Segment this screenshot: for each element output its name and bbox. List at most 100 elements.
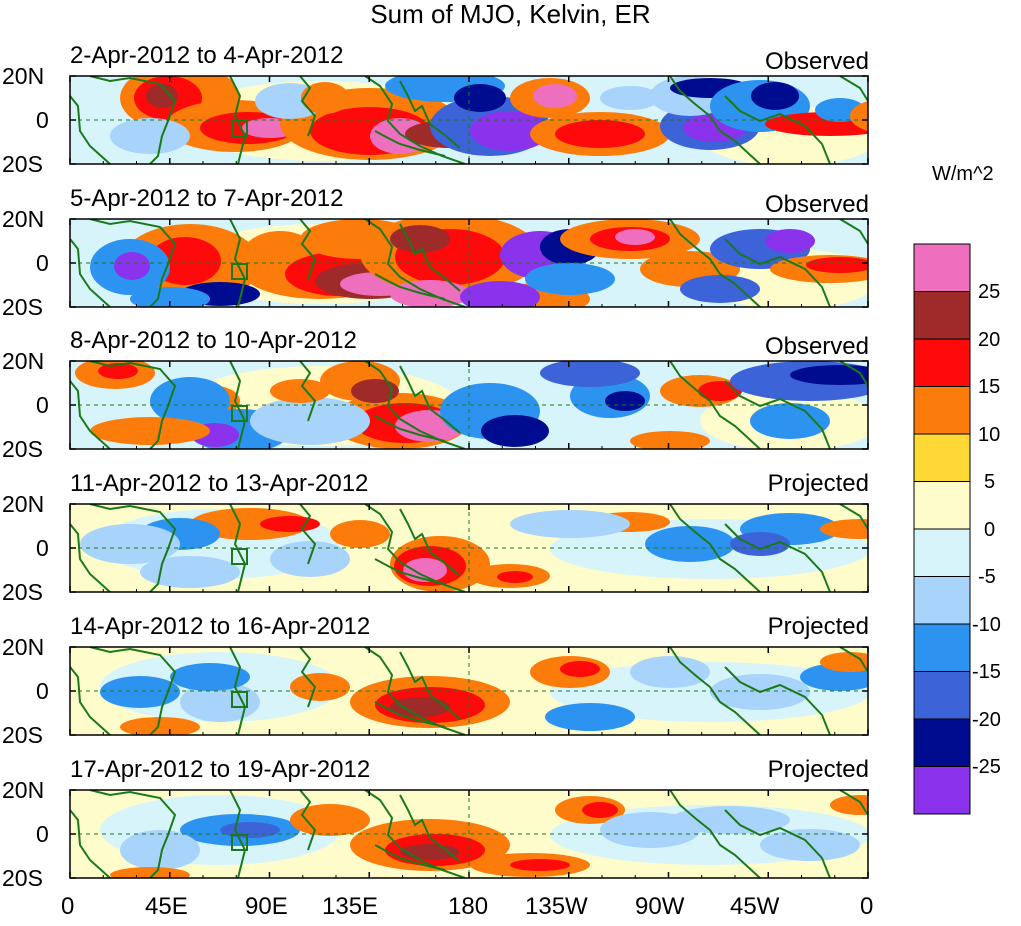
coastline [89, 647, 177, 735]
lon-label-90e: 90E [245, 893, 288, 920]
field-contour [140, 556, 240, 588]
colorbar-label: 15 [978, 376, 1001, 398]
colorbar-swatch [913, 481, 971, 530]
panel-4-title: 11-Apr-2012 to 13-Apr-2012 [70, 470, 369, 497]
field-contour [582, 802, 618, 818]
field-contour [120, 830, 200, 870]
field-contour [460, 281, 540, 307]
field-contour [470, 111, 550, 151]
field-contour [250, 397, 370, 445]
field-contour [510, 510, 630, 538]
lat-label-20s: 20S [2, 294, 43, 320]
coastline [89, 76, 177, 164]
colorbar-swatch [913, 718, 971, 767]
map-panel-5 [69, 646, 869, 736]
field-contour [820, 652, 868, 672]
field-contour [630, 431, 710, 449]
field-contour [850, 100, 868, 132]
lat-label-eq: 0 [36, 535, 49, 561]
field-contour [146, 84, 178, 108]
lon-label-180: 180 [448, 893, 489, 920]
colorbar-label: -15 [972, 661, 1001, 683]
coastline [70, 809, 111, 878]
lat-label-20s: 20S [2, 865, 43, 891]
panel-6-title: 17-Apr-2012 to 19-Apr-2012 [70, 756, 371, 783]
lat-label-20s: 20S [2, 436, 43, 462]
field-contour [110, 118, 190, 154]
field-contour [540, 361, 640, 387]
coastline [374, 415, 446, 442]
map-panel-1 [69, 75, 869, 165]
coastline [724, 380, 831, 449]
lat-label-20n: 20N [2, 634, 45, 660]
colorbar-swatch [913, 576, 971, 625]
coastline [70, 95, 111, 164]
coastline [669, 504, 761, 592]
panel-5-title: 14-Apr-2012 to 16-Apr-2012 [70, 613, 371, 640]
field-contour [120, 717, 200, 735]
coastline [724, 666, 831, 735]
field-contour [400, 844, 460, 860]
panel-2-tag: Observed [764, 191, 869, 218]
colorbar-swatch [913, 338, 971, 387]
coastline [399, 508, 461, 577]
field-contour [630, 656, 710, 688]
field-contour [260, 516, 320, 532]
lat-label-eq: 0 [36, 678, 49, 704]
lat-label-20n: 20N [2, 63, 45, 89]
coastline [229, 647, 247, 735]
coastline [229, 219, 247, 307]
colorbar-label: -5 [978, 566, 996, 588]
region-box [231, 120, 248, 137]
coastline [669, 790, 761, 878]
region-box [231, 548, 248, 565]
field-contour [454, 84, 506, 112]
lat-label-eq: 0 [36, 821, 49, 847]
lat-label-20n: 20N [2, 206, 45, 232]
panel-1-tag: Observed [764, 48, 869, 75]
field-contour [680, 275, 760, 303]
map-panel-4 [69, 503, 869, 593]
field-contour [806, 257, 868, 273]
coastline [724, 523, 831, 592]
lon-label-0: 0 [61, 893, 75, 920]
coastline [399, 223, 461, 292]
coastline [839, 361, 868, 387]
field-contour [510, 859, 570, 871]
coastline [669, 219, 761, 307]
coastline [839, 790, 868, 816]
field-contour [390, 697, 450, 717]
panel-1-title: 2-Apr-2012 to 4-Apr-2012 [70, 42, 344, 69]
panel-5-tag: Projected [767, 613, 869, 640]
field-contour [525, 263, 615, 295]
coastline [299, 647, 317, 708]
field-contour [820, 519, 868, 539]
lon-label-0-end: 0 [860, 893, 874, 920]
field-contour [170, 663, 250, 691]
colorbar-label: 20 [978, 329, 1001, 351]
coastline [839, 219, 868, 245]
field-contour [615, 229, 655, 245]
lat-label-20s: 20S [2, 722, 43, 748]
colorbar-label: 25 [978, 281, 1001, 303]
coastline [229, 790, 247, 878]
field-contour [497, 571, 533, 583]
map-panel-2 [69, 218, 869, 308]
coastline [724, 95, 831, 164]
panel-2-title: 5-Apr-2012 to 7-Apr-2012 [70, 185, 344, 212]
coastline [89, 361, 177, 449]
colorbar-label: 5 [984, 471, 996, 493]
lon-label-135w: 135W [525, 893, 588, 920]
coastline [374, 273, 446, 300]
panel-4-tag: Projected [767, 470, 869, 497]
lat-label-20s: 20S [2, 579, 43, 605]
colorbar-label: 0 [984, 519, 996, 541]
field-contour [290, 804, 370, 836]
lon-label-45e: 45E [145, 893, 188, 920]
field-contour [765, 229, 815, 253]
region-box [231, 405, 248, 422]
coastline [399, 651, 461, 720]
field-contour [130, 287, 210, 307]
field-contour [110, 867, 190, 878]
field-contour [481, 415, 549, 447]
